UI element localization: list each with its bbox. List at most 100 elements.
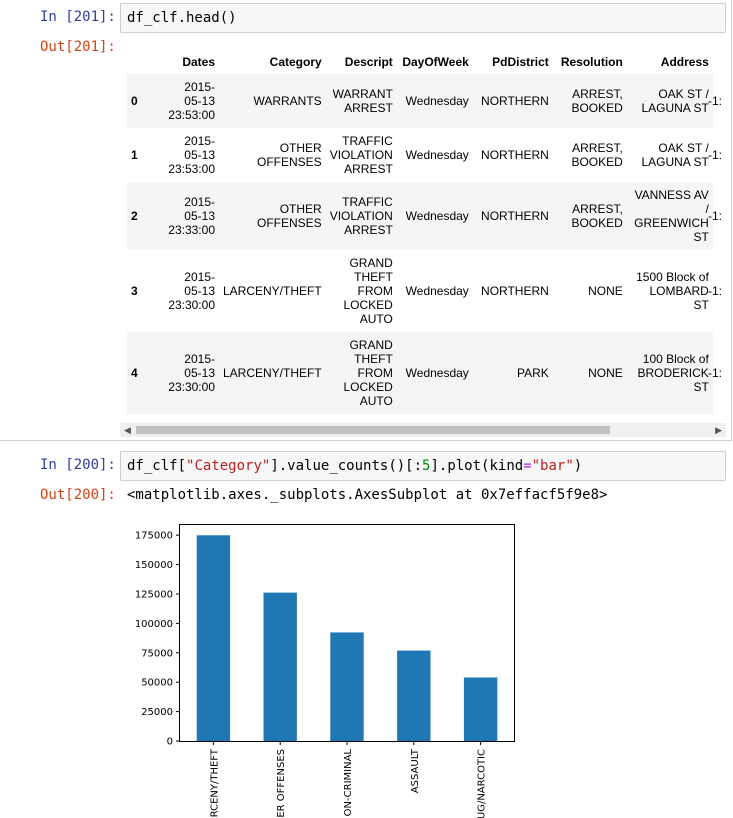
cell-line: Wednesday <box>405 209 469 223</box>
cell-line: BRODERICK <box>637 366 709 380</box>
scroll-left-icon[interactable]: ◀ <box>124 425 131 435</box>
bar-5 <box>463 677 498 741</box>
cell-line: ARREST, <box>572 141 623 155</box>
cell-line: OFFENSES <box>257 155 322 169</box>
output-repr: <matplotlib.axes._subplots.AxesSubplot a… <box>127 487 608 503</box>
in-prompt-200: In [200]: <box>40 457 116 473</box>
cell-line: 05-13 <box>184 209 215 223</box>
table-cell: 100 Block of BRODERICK ST <box>627 332 713 414</box>
table-cell: NONE <box>553 250 627 332</box>
table-cell: OAK ST / LAGUNA ST <box>627 74 713 128</box>
table-cell: NORTHERN <box>473 250 553 332</box>
cell-line: Wednesday <box>405 94 469 108</box>
cell-line: NORTHERN <box>481 284 549 298</box>
table-cell: NORTHERN <box>473 128 553 182</box>
table-cell: ARREST, BOOKED <box>553 182 627 250</box>
table-cell: OAK ST / LAGUNA ST <box>627 128 713 182</box>
table-row: 3 2015- 05-13 23:30:00 LARCENY/THEFT GRAND THE… <box>127 250 713 332</box>
table-cell: LARCENY/THEFT <box>219 250 326 332</box>
cell-line: OFFENSES <box>257 216 322 230</box>
bar-4 <box>397 650 431 741</box>
table-cell: OTHER OFFENSES <box>219 182 326 250</box>
cell-line: OTHER <box>279 141 322 155</box>
cell-line: WARRANT <box>332 87 393 101</box>
table-cell: Wednesday <box>397 250 473 332</box>
cell-line: 100 Block of <box>642 352 709 366</box>
cell-line: TRAFFIC <box>342 195 393 209</box>
x-tick-label: UG/NARCOTIC <box>477 749 488 818</box>
cell-line: LARCENY/THEFT <box>223 284 322 298</box>
table-cell: Wednesday <box>397 128 473 182</box>
row-index: 3 <box>131 284 138 298</box>
cell-line: LOCKED <box>343 298 393 312</box>
bar-1 <box>196 535 231 741</box>
cell-line: ARREST <box>344 162 393 176</box>
cell-line: WARRANTS <box>253 94 322 108</box>
code-input-201[interactable]: df_clf.head() <box>120 3 726 33</box>
cell-line: 23:53:00 <box>168 162 215 176</box>
table-cell: LARCENY/THEFT <box>219 332 326 414</box>
cut-off-column-text: -1: <box>708 284 723 298</box>
cell-line: NORTHERN <box>481 94 549 108</box>
cell-line: 05-13 <box>184 284 215 298</box>
out-prompt-201: Out[201]: <box>40 39 116 55</box>
table-row: 4 2015- 05-13 23:30:00 LARCENY/THEFT GRAND THE… <box>127 332 713 414</box>
cell-line: OTHER <box>279 202 322 216</box>
horizontal-scrollbar[interactable]: ◀ ▶ <box>120 423 726 437</box>
table-row: 1 2015- 05-13 23:53:00 OTHER OFFENSES TRAFFIC V… <box>127 128 713 182</box>
cell-line: Wednesday <box>405 148 469 162</box>
bar-3 <box>330 632 364 741</box>
cell-line: NONE <box>588 284 623 298</box>
y-tick-label: 50000 <box>141 678 173 689</box>
table-cell: 2015- 05-13 23:53:00 <box>147 74 219 128</box>
scrollbar-thumb[interactable] <box>136 426 610 434</box>
row-index: 0 <box>131 94 138 108</box>
table-cell: PARK <box>473 332 553 414</box>
cell-line: GRAND <box>349 338 393 352</box>
table-cell: ARREST, BOOKED <box>553 128 627 182</box>
cell-line: VIOLATION <box>329 148 393 162</box>
table-cell: GRAND THEFT FROM LOCKED AUTO <box>326 250 397 332</box>
table-cell: ARREST, BOOKED <box>553 74 627 128</box>
table-cell: TRAFFIC VIOLATION ARREST <box>326 182 397 250</box>
cell-line: LOMBARD <box>649 284 709 298</box>
row-index: 4 <box>131 366 138 380</box>
table-cell: 2015- 05-13 23:53:00 <box>147 128 219 182</box>
cell-line: ST <box>693 380 709 394</box>
cell-line: 23:33:00 <box>168 223 215 237</box>
code-input-200[interactable]: df_clf["Category"].value_counts()[:5].pl… <box>120 451 726 481</box>
table-cell: WARRANTS <box>219 74 326 128</box>
row-index: 2 <box>131 209 138 223</box>
scroll-right-icon[interactable]: ▶ <box>715 425 722 435</box>
x-tick-label: ASSAULT <box>410 748 421 793</box>
cell-line: ARREST <box>344 101 393 115</box>
code-text-201: df_clf.head() <box>127 10 237 26</box>
cell-line: Wednesday <box>405 284 469 298</box>
cell-line: 2015- <box>184 270 215 284</box>
column-header-resolution: Resolution <box>560 55 623 69</box>
column-header-category: Category <box>269 55 322 69</box>
y-tick-label: 100000 <box>135 619 173 630</box>
y-tick-label: 175000 <box>135 531 173 542</box>
cell-line: VANNESS AV <box>634 188 709 202</box>
cell-line: NORTHERN <box>481 209 549 223</box>
cut-off-column-text: -1: <box>708 94 723 108</box>
cell-line: AUTO <box>359 394 393 408</box>
cell-201[interactable] <box>0 0 732 441</box>
cell-line: BOOKED <box>571 155 623 169</box>
table-header-row: Dates Category Descript DayOfWeek PdDist… <box>127 50 713 74</box>
cell-line: FROM <box>357 284 393 298</box>
code-token: "bar" <box>531 458 574 474</box>
cell-line: BOOKED <box>571 101 623 115</box>
cell-line: THEFT <box>354 270 393 284</box>
index-header <box>127 50 147 74</box>
code-token: = <box>523 458 532 474</box>
column-header-dayofweek: DayOfWeek <box>402 55 469 69</box>
code-token: 5 <box>422 458 431 474</box>
cell-line: ST <box>693 230 709 244</box>
column-header-pddistrict: PdDistrict <box>492 55 549 69</box>
dataframe-table: Dates Category Descript DayOfWeek PdDist… <box>127 50 713 414</box>
cell-line: BOOKED <box>571 216 623 230</box>
code-token: ].value_counts()[: <box>270 458 423 474</box>
cell-line: ST <box>693 298 709 312</box>
